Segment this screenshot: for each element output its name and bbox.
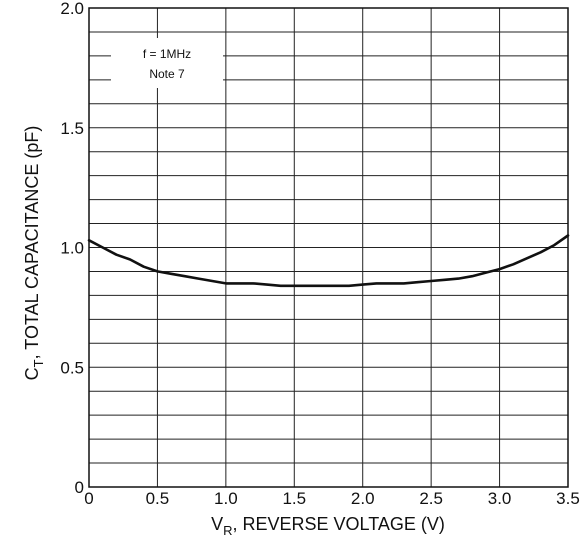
x-tick-label: 1.5 <box>282 489 306 508</box>
x-tick-label: 1.0 <box>214 489 238 508</box>
plot-frame <box>88 7 569 488</box>
x-axis-title: VR, REVERSE VOLTAGE (V) <box>211 514 445 538</box>
series-layer <box>87 234 570 288</box>
y-axis-title-subscript: T <box>31 359 46 367</box>
grid-lines <box>89 8 568 487</box>
y-tick-label: 0.5 <box>60 358 84 377</box>
x-axis-title-subscript: R <box>223 523 232 538</box>
y-tick-labels: 0 0.5 1.0 1.5 2.0 <box>60 0 84 497</box>
annotation-background <box>111 38 223 88</box>
x-tick-label: 0 <box>84 489 93 508</box>
x-tick-labels: 0 0.5 1.0 1.5 2.0 2.5 3.0 3.5 <box>84 489 580 508</box>
capacitance-curve <box>87 234 570 288</box>
x-axis-title-main: V <box>211 514 223 534</box>
y-tick-label: 1.0 <box>60 239 84 258</box>
x-tick-label: 2.5 <box>419 489 443 508</box>
y-tick-label: 1.5 <box>60 119 84 138</box>
x-tick-label: 0.5 <box>146 489 170 508</box>
x-axis-title-rest: , REVERSE VOLTAGE (V) <box>233 514 445 534</box>
y-axis-title-main: C <box>22 367 42 380</box>
annotation-note: Note 7 <box>149 67 185 81</box>
annotation-box: f = 1MHz Note 7 <box>111 38 223 88</box>
y-tick-label: 2.0 <box>60 0 84 18</box>
y-tick-label: 0 <box>75 478 84 497</box>
annotation-frequency: f = 1MHz <box>143 47 191 61</box>
x-tick-label: 3.0 <box>488 489 512 508</box>
y-axis-title-rest: , TOTAL CAPACITANCE (pF) <box>22 126 42 360</box>
x-tick-label: 2.0 <box>351 489 375 508</box>
x-tick-label: 3.5 <box>556 489 580 508</box>
y-axis-title: CT, TOTAL CAPACITANCE (pF) <box>22 126 46 381</box>
